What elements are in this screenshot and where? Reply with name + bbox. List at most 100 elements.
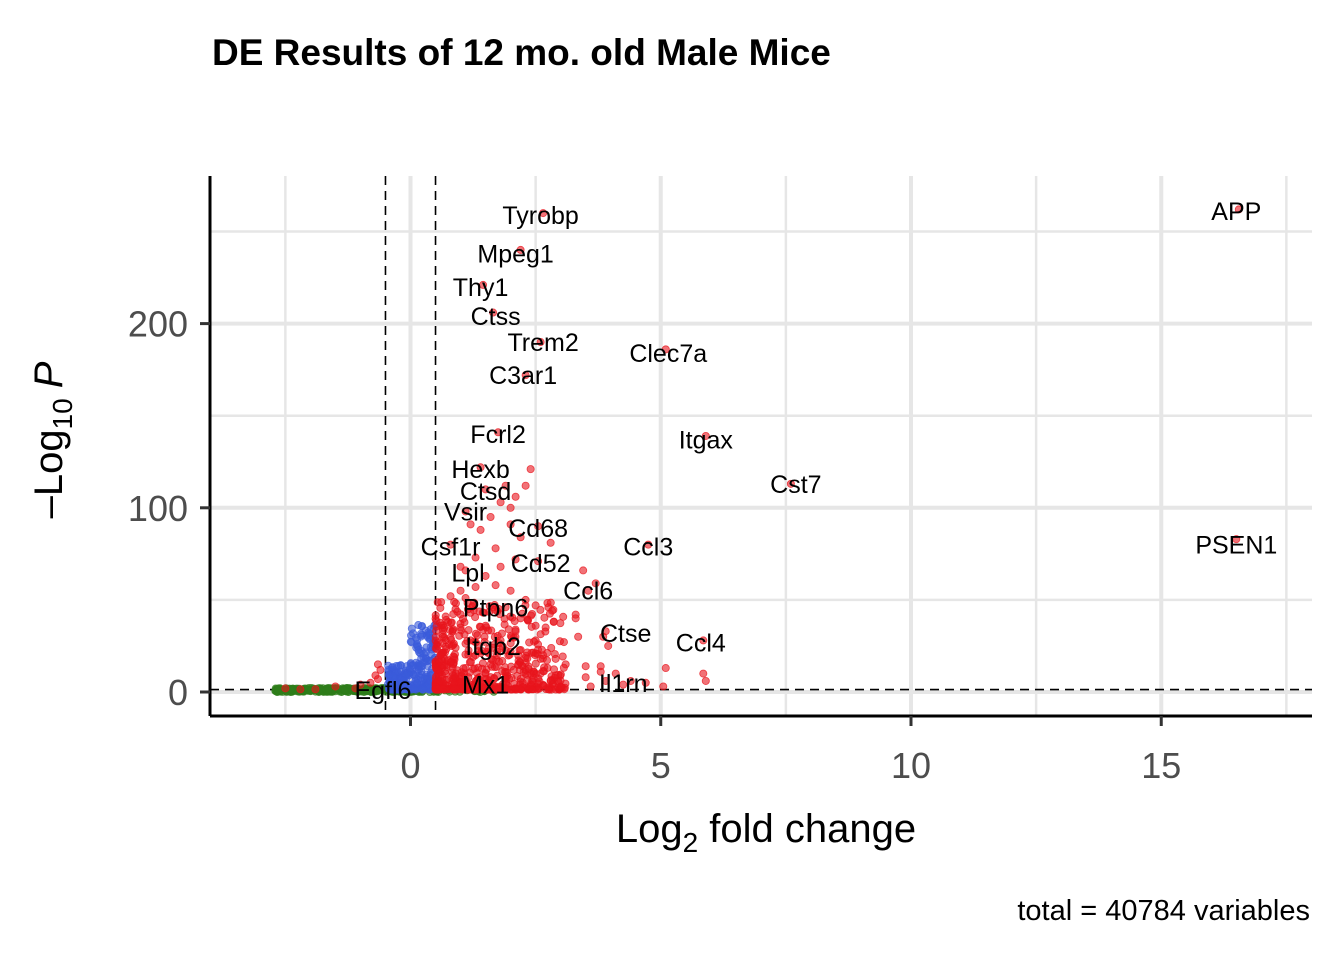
gene-label: Mpeg1 [477, 241, 553, 269]
significant-point [521, 481, 530, 490]
significant-point [439, 632, 448, 641]
significant-point [500, 683, 509, 692]
significant-point [506, 520, 515, 529]
significant-point [504, 625, 513, 634]
significant-point [516, 533, 525, 542]
significant-point [331, 682, 340, 691]
gene-label: Hexb [451, 456, 509, 484]
significant-point [481, 669, 490, 678]
significant-point [551, 654, 560, 663]
labeled-gene-point [446, 540, 455, 549]
chart-title: DE Results of 12 mo. old Male Mice [212, 32, 831, 73]
significant-point [281, 684, 290, 693]
significant-point [604, 641, 613, 650]
significant-point [496, 636, 505, 645]
labeled-gene-point [699, 636, 708, 645]
significant-point [456, 586, 465, 595]
significant-point [536, 654, 545, 663]
labeled-gene-point [1234, 205, 1243, 214]
p-only-point [389, 672, 398, 681]
gene-label: Thy1 [453, 274, 509, 302]
gene-label: Ccl4 [676, 629, 726, 657]
labeled-gene-point [351, 684, 360, 693]
p-only-point [419, 685, 428, 694]
p-only-point [388, 663, 397, 672]
significant-point [506, 503, 515, 512]
significant-point [473, 631, 482, 640]
significant-point [526, 680, 535, 689]
gene-label: Itgb2 [465, 633, 521, 661]
significant-point [501, 603, 510, 612]
significant-point [498, 656, 507, 665]
p-only-point [399, 685, 408, 694]
gene-label: C3ar1 [489, 362, 557, 390]
significant-point [466, 608, 475, 617]
significant-point [641, 678, 650, 687]
significant-point [514, 660, 523, 669]
significant-point [490, 633, 499, 642]
significant-point [451, 643, 460, 652]
panel-background [210, 176, 1312, 716]
significant-point [466, 636, 475, 645]
significant-point [586, 682, 595, 691]
p-only-point [418, 622, 427, 631]
significant-point [501, 481, 510, 490]
significant-point [521, 653, 530, 662]
significant-point [555, 637, 564, 646]
significant-point [460, 618, 469, 627]
significant-point [471, 651, 480, 660]
significant-point [501, 673, 510, 682]
x-tick-label: 0 [400, 745, 420, 786]
significant-point [579, 566, 588, 575]
significant-point [446, 592, 455, 601]
p-only-point [401, 670, 410, 679]
significant-point [526, 465, 535, 474]
x-axis-title-subscript: 2 [683, 827, 699, 858]
significant-point [436, 676, 445, 685]
significant-point [581, 673, 590, 682]
significant-point [448, 671, 457, 680]
labeled-gene-point [534, 557, 543, 566]
p-only-point [414, 665, 423, 674]
gene-label: APP [1211, 198, 1261, 226]
labeled-gene-point [534, 522, 543, 531]
x-tick-label: 15 [1141, 745, 1181, 786]
labeled-gene-point [489, 643, 498, 652]
significant-point [699, 669, 708, 678]
significant-point [491, 544, 500, 553]
labeled-gene-point [461, 566, 470, 575]
significant-point [435, 657, 444, 666]
significant-point [596, 667, 605, 676]
significant-point [556, 682, 565, 691]
labeled-gene-point [479, 280, 488, 289]
significant-point [571, 614, 580, 623]
significant-point [574, 632, 583, 641]
significant-point [549, 617, 558, 626]
gene-label: Cd68 [508, 515, 568, 543]
significant-point [481, 621, 490, 630]
significant-point [506, 586, 515, 595]
significant-point [366, 678, 375, 687]
significant-point [701, 676, 710, 685]
significant-point [466, 680, 475, 689]
axis-lines [208, 176, 1312, 718]
significant-point [546, 676, 555, 685]
labeled-gene-point [476, 463, 485, 472]
significant-point [551, 671, 560, 680]
significant-point [464, 646, 473, 655]
gene-label: Cst7 [770, 471, 821, 499]
significant-point [511, 627, 520, 636]
significant-point [541, 623, 550, 632]
labeled-gene-point [644, 540, 653, 549]
significant-point [436, 651, 445, 660]
significant-point [437, 598, 446, 607]
significant-point [491, 682, 500, 691]
labeled-gene-point [516, 245, 525, 254]
ns-point [324, 685, 333, 694]
gene-label: Ctss [471, 303, 521, 331]
significant-point [521, 665, 530, 674]
significant-point [543, 599, 552, 608]
significant-point [515, 646, 524, 655]
significant-point [511, 492, 520, 501]
